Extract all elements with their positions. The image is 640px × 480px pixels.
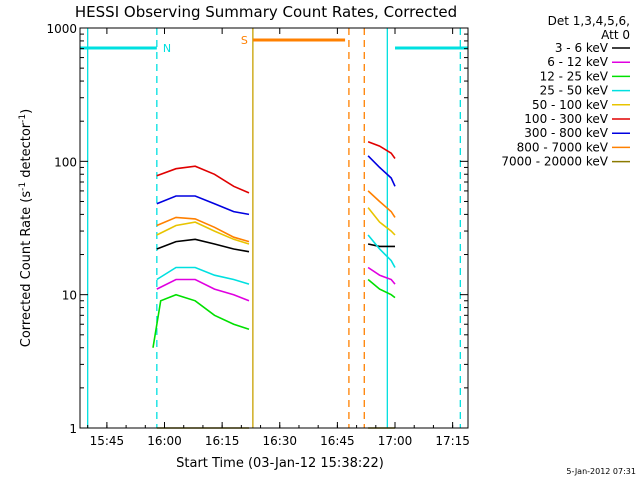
y-tick-label-3: 1000	[46, 22, 77, 36]
series-1-segment-0	[156, 278, 250, 302]
legend-label-3: 25 - 50 keV	[540, 84, 609, 98]
legend-label-1: 6 - 12 keV	[547, 55, 609, 69]
footer-date: 5-Jan-2012 07:31	[566, 467, 636, 476]
y-axis-label: Corrected Count Rate (s-1 detector-1)	[18, 109, 34, 347]
y-axis-label-exp-2: -1	[18, 114, 28, 123]
legend-header-line-1: Det 1,3,4,5,6,	[548, 14, 630, 28]
series-2-segment-0	[152, 293, 250, 348]
y-tick-label-2: 100	[54, 155, 77, 169]
series-3-segment-1	[367, 234, 396, 268]
series-2-segment-1	[367, 278, 396, 299]
series-3	[156, 234, 396, 285]
series-6-segment-1	[367, 155, 396, 187]
series-5-segment-1	[367, 141, 396, 159]
legend-label-4: 50 - 100 keV	[532, 98, 609, 112]
series-0-segment-1	[367, 243, 395, 248]
series-1-segment-1	[367, 266, 396, 285]
series-6	[156, 155, 396, 216]
legend-label-0: 3 - 6 keV	[555, 41, 609, 55]
y-axis-label-end: )	[19, 109, 34, 114]
series-1	[156, 266, 396, 302]
y-tick-label-0: 1	[69, 422, 77, 436]
series-0	[156, 238, 395, 253]
series-4-segment-1	[367, 207, 396, 236]
plot-area: NS	[80, 28, 468, 429]
legend-label-7: 800 - 7000 keV	[517, 140, 609, 154]
series-7	[156, 190, 396, 243]
x-tick-label-1: 16:00	[147, 434, 182, 448]
legend-label-5: 100 - 300 keV	[524, 112, 608, 126]
series-5-segment-0	[156, 165, 250, 194]
legend-label-8: 7000 - 20000 keV	[501, 155, 608, 169]
legend-label-2: 12 - 25 keV	[540, 69, 609, 83]
x-tick-label-5: 17:00	[378, 434, 413, 448]
series-7-segment-0	[156, 216, 250, 243]
x-axis-label: Start Time (03-Jan-12 15:38:22)	[176, 456, 384, 471]
legend-header-line-2: Att 0	[601, 28, 630, 42]
chart-title: HESSI Observing Summary Count Rates, Cor…	[75, 3, 457, 21]
y-axis-label-mid: detector	[19, 122, 34, 182]
x-tick-label-4: 16:45	[320, 434, 355, 448]
flag-label-S: S	[241, 34, 248, 47]
series-7-segment-1	[367, 190, 396, 218]
y-axis-label-exp-1: -1	[18, 182, 28, 191]
flag-bars: NS	[80, 34, 468, 55]
series-5	[156, 141, 396, 194]
series-6-segment-0	[156, 195, 250, 216]
series-layer	[152, 141, 396, 429]
y-tick-label-1: 10	[62, 289, 77, 303]
legend-label-6: 300 - 800 keV	[524, 126, 608, 140]
x-tick-label-6: 17:15	[435, 434, 470, 448]
series-2	[152, 278, 396, 348]
series-0-segment-0	[156, 238, 250, 253]
plot-frame	[79, 27, 469, 429]
y-axis: 1 10 100 1000	[46, 22, 468, 436]
series-3-segment-0	[156, 266, 250, 285]
x-tick-label-0: 15:45	[90, 434, 125, 448]
series-4	[156, 207, 396, 245]
y-axis-label-base: Corrected Count Rate (s	[19, 191, 34, 348]
flag-label-N: N	[163, 42, 171, 55]
x-tick-label-3: 16:30	[262, 434, 297, 448]
x-tick-label-2: 16:15	[205, 434, 240, 448]
x-axis: 15:45 16:00 16:15 16:30 16:45 17:00 17:15	[87, 28, 470, 448]
series-4-segment-0	[156, 221, 250, 245]
